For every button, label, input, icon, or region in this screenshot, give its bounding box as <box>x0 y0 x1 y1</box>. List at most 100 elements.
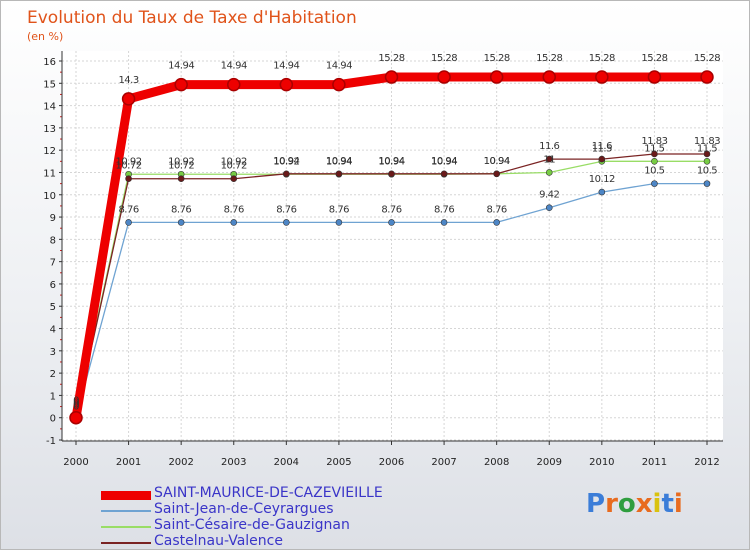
x-tick-label: 2006 <box>379 457 404 468</box>
y-tick-label: 0 <box>50 414 56 425</box>
data-label: 10.72 <box>221 161 247 172</box>
data-label: 11.83 <box>641 136 667 147</box>
data-label: 11.6 <box>592 141 612 152</box>
y-tick-label: 7 <box>50 258 56 269</box>
x-tick-label: 2010 <box>589 457 614 468</box>
legend-item-4: Castelnau-Valence <box>101 533 421 551</box>
data-label: 14.94 <box>326 61 352 72</box>
data-point <box>230 175 238 183</box>
legend-label: Castelnau-Valence <box>154 533 283 549</box>
data-point <box>388 170 395 178</box>
legend-label: SAINT-MAURICE-DE-CAZEVIEILLE <box>154 485 383 501</box>
data-point <box>332 77 346 92</box>
data-label: 14.3 <box>118 75 138 86</box>
data-point <box>542 70 556 84</box>
x-tick-label: 2004 <box>274 457 299 468</box>
data-point <box>174 77 188 92</box>
x-tick-label: 2001 <box>116 457 141 468</box>
data-point <box>440 219 448 226</box>
x-tick-label: 2011 <box>642 457 667 468</box>
data-point <box>651 150 658 158</box>
data-label: 10.94 <box>431 156 457 167</box>
data-point <box>437 70 451 84</box>
data-label: 15.28 <box>694 53 720 64</box>
data-point <box>545 169 553 176</box>
data-label: 8.76 <box>171 204 191 215</box>
y-axis-unit-label: (en %) <box>27 30 64 43</box>
data-label: 10.12 <box>589 174 615 185</box>
data-label: 11.5 <box>697 143 717 154</box>
data-label: 10.72 <box>168 161 194 172</box>
y-tick-label: 6 <box>50 280 56 291</box>
data-point <box>125 219 132 226</box>
data-point <box>545 155 553 163</box>
y-tick-label: 8 <box>50 235 56 246</box>
data-label: 10.92 <box>116 156 142 167</box>
data-point <box>335 219 343 226</box>
data-point <box>700 70 714 84</box>
legend-swatch <box>101 526 151 528</box>
x-tick-label: 2007 <box>431 457 456 468</box>
legend-swatch <box>101 490 151 500</box>
data-label: 14.94 <box>221 61 247 72</box>
data-label: 15.28 <box>641 53 667 64</box>
y-tick-label: 4 <box>50 325 56 336</box>
chart-legend: SAINT-MAURICE-DE-CAZEVIEILLE Saint-Jean-d… <box>101 485 421 551</box>
data-point <box>283 219 290 226</box>
data-point <box>598 155 606 163</box>
legend-swatch <box>101 510 151 512</box>
data-label: 0 <box>73 400 79 411</box>
data-point <box>545 204 553 211</box>
data-label: 10.94 <box>484 156 510 167</box>
data-label: 10.92 <box>273 156 299 167</box>
x-tick-label: 2008 <box>484 457 509 468</box>
data-label: 10.5 <box>697 166 717 177</box>
y-tick-label: 2 <box>50 369 56 380</box>
data-point <box>595 70 609 84</box>
data-label: 9.42 <box>539 190 559 201</box>
data-label: 8.76 <box>224 204 244 215</box>
y-tick-label: 16 <box>43 57 56 68</box>
data-point <box>493 219 500 226</box>
data-label: 10.94 <box>326 156 352 167</box>
y-tick-label: 14 <box>43 102 56 113</box>
data-label: 0 <box>73 402 79 413</box>
chart-title: Evolution du Taux de Taxe d'Habitation <box>27 8 357 28</box>
data-point <box>335 170 343 178</box>
data-point <box>177 219 185 226</box>
y-tick-label: 5 <box>50 302 56 313</box>
data-label: 8.76 <box>434 204 454 215</box>
data-point <box>69 410 83 425</box>
y-tick-label: -1 <box>46 436 56 447</box>
data-label: 11.5 <box>644 143 664 154</box>
data-point <box>283 170 290 178</box>
data-point <box>703 180 711 187</box>
data-label: 10.92 <box>168 156 194 167</box>
data-point <box>703 150 711 158</box>
y-tick-label: 11 <box>43 168 56 179</box>
data-label: 15.28 <box>431 53 457 64</box>
data-point <box>598 188 606 196</box>
data-label: 10.5 <box>644 166 664 177</box>
data-label: 8.76 <box>276 204 296 215</box>
data-point <box>651 158 658 165</box>
data-label: 8.76 <box>118 204 138 215</box>
x-tick-label: 2012 <box>694 457 719 468</box>
data-label: 14.94 <box>168 61 194 72</box>
data-label: 0 <box>73 398 79 409</box>
data-label: 11.5 <box>592 143 612 154</box>
data-point <box>703 158 711 165</box>
y-tick-label: 1 <box>50 391 56 402</box>
y-tick-label: 10 <box>43 191 56 202</box>
data-point <box>651 180 658 187</box>
data-label: 10.72 <box>116 161 142 172</box>
data-point <box>647 70 662 84</box>
data-label: 15.28 <box>378 53 404 64</box>
data-label: 11.83 <box>694 136 720 147</box>
plot-area <box>62 51 723 441</box>
data-label: 11.6 <box>539 141 559 152</box>
data-label: 10.94 <box>431 156 457 167</box>
data-point <box>440 170 448 178</box>
